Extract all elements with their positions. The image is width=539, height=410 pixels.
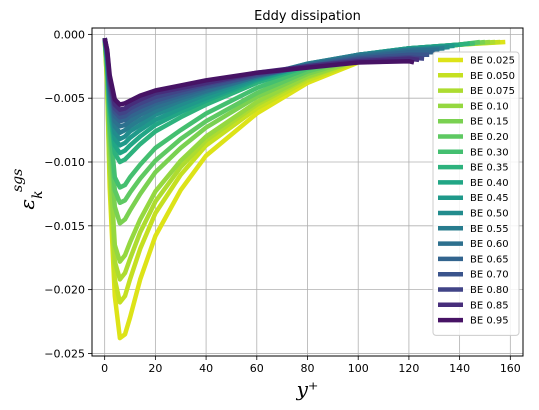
x-tick-label: 80 [301, 362, 315, 375]
x-axis-label: y⁺ [296, 377, 319, 401]
legend-label: BE 0.55 [470, 224, 509, 235]
y-axis-label-main: ε [15, 199, 39, 210]
x-tick-label: 40 [199, 362, 213, 375]
legend-label: BE 0.80 [470, 285, 509, 296]
legend-label: BE 0.30 [470, 147, 509, 158]
legend-label: BE 0.10 [470, 101, 509, 112]
y-axis-label: εk sgs [10, 169, 46, 210]
legend-label: BE 0.85 [470, 300, 509, 311]
legend-label: BE 0.65 [470, 254, 509, 265]
y-axis-label-sub: k [30, 190, 46, 198]
svg-text:εk: εk [15, 190, 46, 209]
y-tick-label: 0.000 [54, 28, 86, 41]
legend-label: BE 0.025 [470, 56, 515, 67]
legend-label: BE 0.075 [470, 86, 515, 97]
x-tick-label: 20 [148, 362, 162, 375]
x-tick-label: 60 [250, 362, 264, 375]
y-tick-label: −0.025 [44, 347, 85, 360]
legend-label: BE 0.95 [470, 316, 509, 327]
axis-ticks: 0 20 40 60 80 100 120 140 160 0.000 −0.005 −0.010 −0… [44, 28, 521, 375]
x-tick-label: 140 [449, 362, 470, 375]
legend-label: BE 0.35 [470, 163, 509, 174]
series-line [102, 37, 415, 107]
y-tick-label: −0.005 [44, 92, 85, 105]
y-tick-label: −0.015 [44, 220, 85, 233]
x-tick-label: 100 [348, 362, 369, 375]
series-lines [102, 37, 506, 341]
legend-label: BE 0.50 [470, 209, 509, 220]
legend-label: BE 0.15 [470, 117, 509, 128]
legend-label: BE 0.45 [470, 193, 509, 204]
chart-title: Eddy dissipation [254, 9, 361, 24]
y-axis-label-sup: sgs [10, 169, 26, 192]
legend-label: BE 0.050 [470, 71, 515, 82]
legend-label: BE 0.70 [470, 270, 509, 281]
legend-label: BE 0.60 [470, 239, 509, 250]
legend-label: BE 0.20 [470, 132, 509, 143]
x-tick-label: 0 [101, 362, 108, 375]
x-tick-label: 120 [398, 362, 419, 375]
legend-label: BE 0.40 [470, 178, 509, 189]
x-tick-label: 160 [500, 362, 521, 375]
y-tick-label: −0.020 [44, 284, 85, 297]
legend: BE 0.025 BE 0.050 BE 0.075 BE 0.10 BE 0.15 BE… [432, 51, 520, 336]
y-tick-label: −0.010 [44, 156, 85, 169]
